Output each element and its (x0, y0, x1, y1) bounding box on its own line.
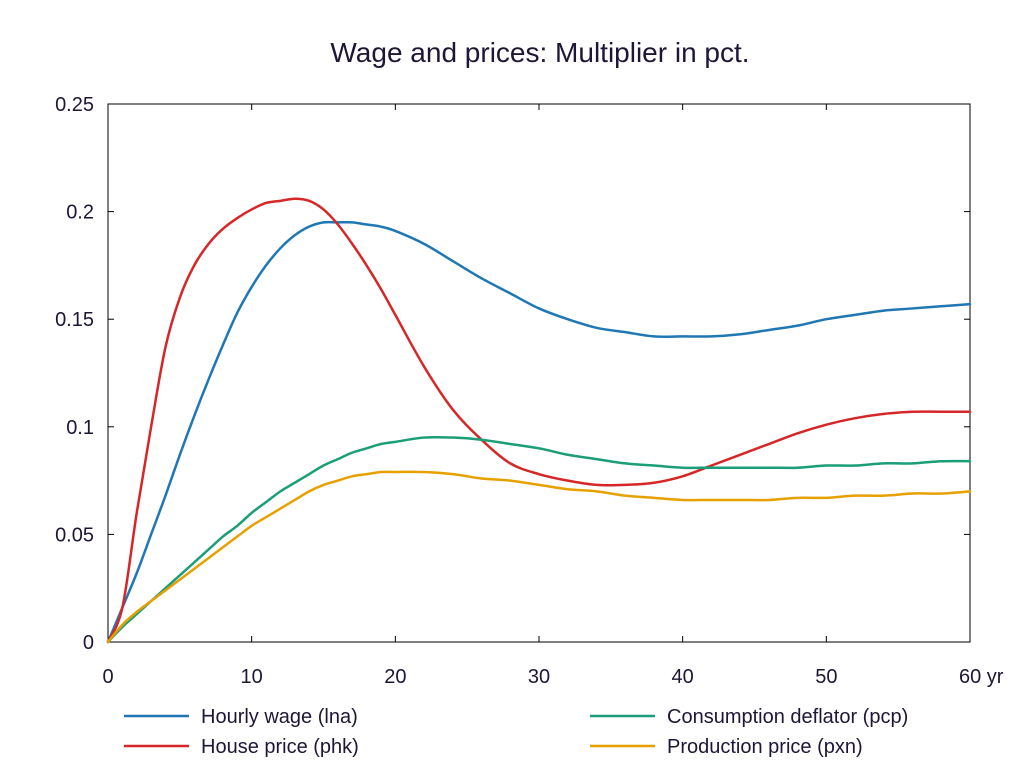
x-tick-label: 40 (672, 666, 694, 688)
x-tick-label: 10 (241, 666, 263, 688)
x-tick-label: 30 (528, 666, 550, 688)
legend-label-hourly-wage-lna: Hourly wage (lna) (201, 706, 358, 728)
legend-label-production-price-pxn: Production price (pxn) (667, 736, 863, 758)
legend-label-house-price-phk: House price (phk) (201, 736, 359, 758)
legend: Hourly wage (lna) House price (phk) Consum… (124, 706, 908, 758)
x-tick-label: 50 (815, 666, 837, 688)
series-line-consumption-deflator-pcp (106, 435, 972, 644)
y-tick-label: 0.2 (66, 202, 94, 224)
plot-border (107, 103, 971, 643)
x-tick-label: 0 (102, 666, 113, 688)
y-tick-label: 0.25 (55, 94, 94, 116)
y-tick-label: 0.05 (55, 524, 94, 546)
chart-title: Wage and prices: Multiplier in pct. (330, 37, 749, 68)
x-axis: 0 10 20 30 40 50 60 yr (102, 104, 1004, 688)
plot-frame (107, 103, 971, 643)
y-axis: 0 0.05 0.1 0.15 0.2 0.25 (55, 94, 970, 654)
y-tick-label: 0 (83, 632, 94, 654)
x-tick-label: 60 yr (959, 666, 1004, 688)
legend-label-consumption-deflator-pcp: Consumption deflator (pcp) (667, 706, 908, 728)
series-group (106, 197, 972, 644)
x-tick-label: 20 (384, 666, 406, 688)
series-line-hourly-wage-lna (106, 220, 972, 644)
y-tick-label: 0.15 (55, 309, 94, 331)
series-line-production-price-pxn (106, 470, 972, 644)
series-line-house-price-phk (106, 197, 972, 644)
y-tick-label: 0.1 (66, 417, 94, 439)
